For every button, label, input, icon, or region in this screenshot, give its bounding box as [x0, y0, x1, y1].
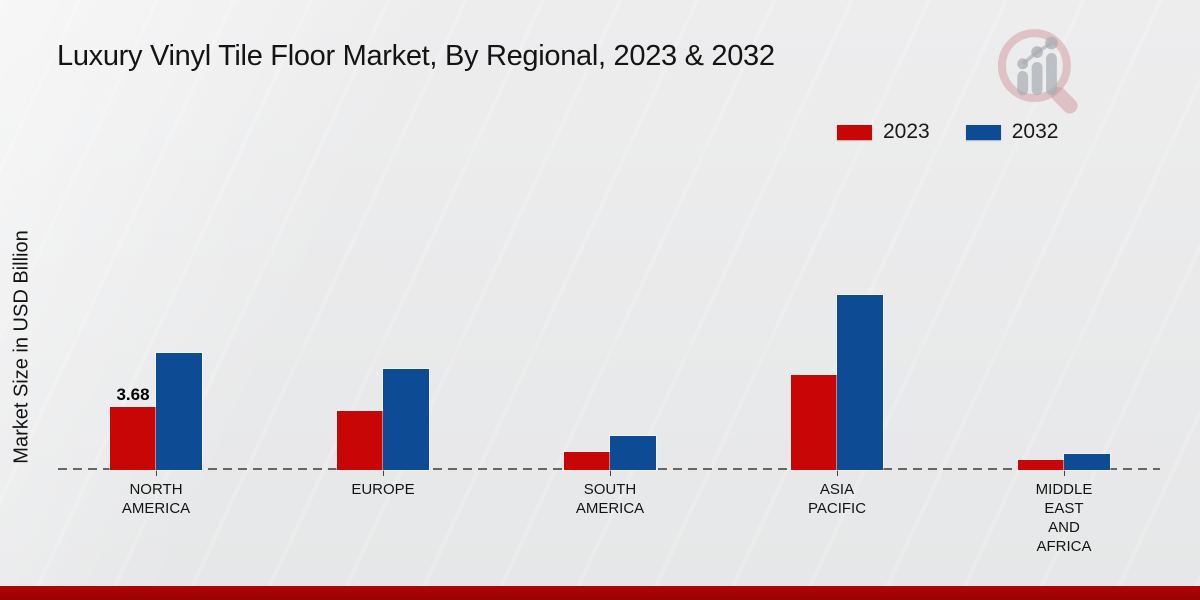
category-label-north-america: NORTH AMERICA — [121, 481, 191, 517]
legend-item-2023: 2023 — [837, 120, 930, 144]
x-axis-tick-north-america — [156, 470, 157, 476]
bar-2023-south-america — [564, 452, 610, 470]
bar-2023-north-america — [110, 407, 156, 470]
legend: 2023 2032 — [837, 120, 1058, 144]
legend-swatch-2023 — [837, 124, 872, 140]
category-label-europe: EUROPE — [351, 481, 415, 498]
magnifier-bar-chart-logo-watermark — [997, 29, 1078, 114]
x-axis-tick-europe — [383, 470, 384, 476]
category-label-middle-east-and-africa: MIDDLE EAST AND AFRICA — [1035, 481, 1093, 555]
bar-2023-middle-east-and-africa — [1018, 460, 1064, 470]
legend-swatch-2032 — [965, 124, 1001, 140]
category-label-asia-pacific: ASIA PACIFIC — [807, 481, 867, 517]
category-label-south-america: SOUTH AMERICA — [575, 481, 645, 517]
legend-item-2032: 2032 — [965, 120, 1059, 144]
bar-2032-europe — [383, 369, 429, 470]
bar-2032-asia-pacific — [837, 295, 883, 470]
bar-2023-asia-pacific — [791, 375, 837, 470]
legend-label-2023: 2023 — [883, 120, 930, 143]
bar-2032-south-america — [610, 436, 656, 470]
bar-value-label: 3.68 — [116, 385, 150, 404]
legend-label-2032: 2032 — [1011, 120, 1059, 143]
x-axis-tick-middle-east-and-africa — [1064, 470, 1065, 476]
x-axis-tick-south-america — [610, 470, 611, 476]
bar-2032-north-america — [156, 353, 202, 470]
bar-2023-europe — [337, 411, 383, 470]
chart-title: Luxury Vinyl Tile Floor Market, By Regio… — [57, 40, 775, 72]
footer-bar — [0, 586, 1200, 600]
bar-2032-middle-east-and-africa — [1064, 454, 1110, 470]
x-axis-tick-asia-pacific — [837, 470, 838, 476]
